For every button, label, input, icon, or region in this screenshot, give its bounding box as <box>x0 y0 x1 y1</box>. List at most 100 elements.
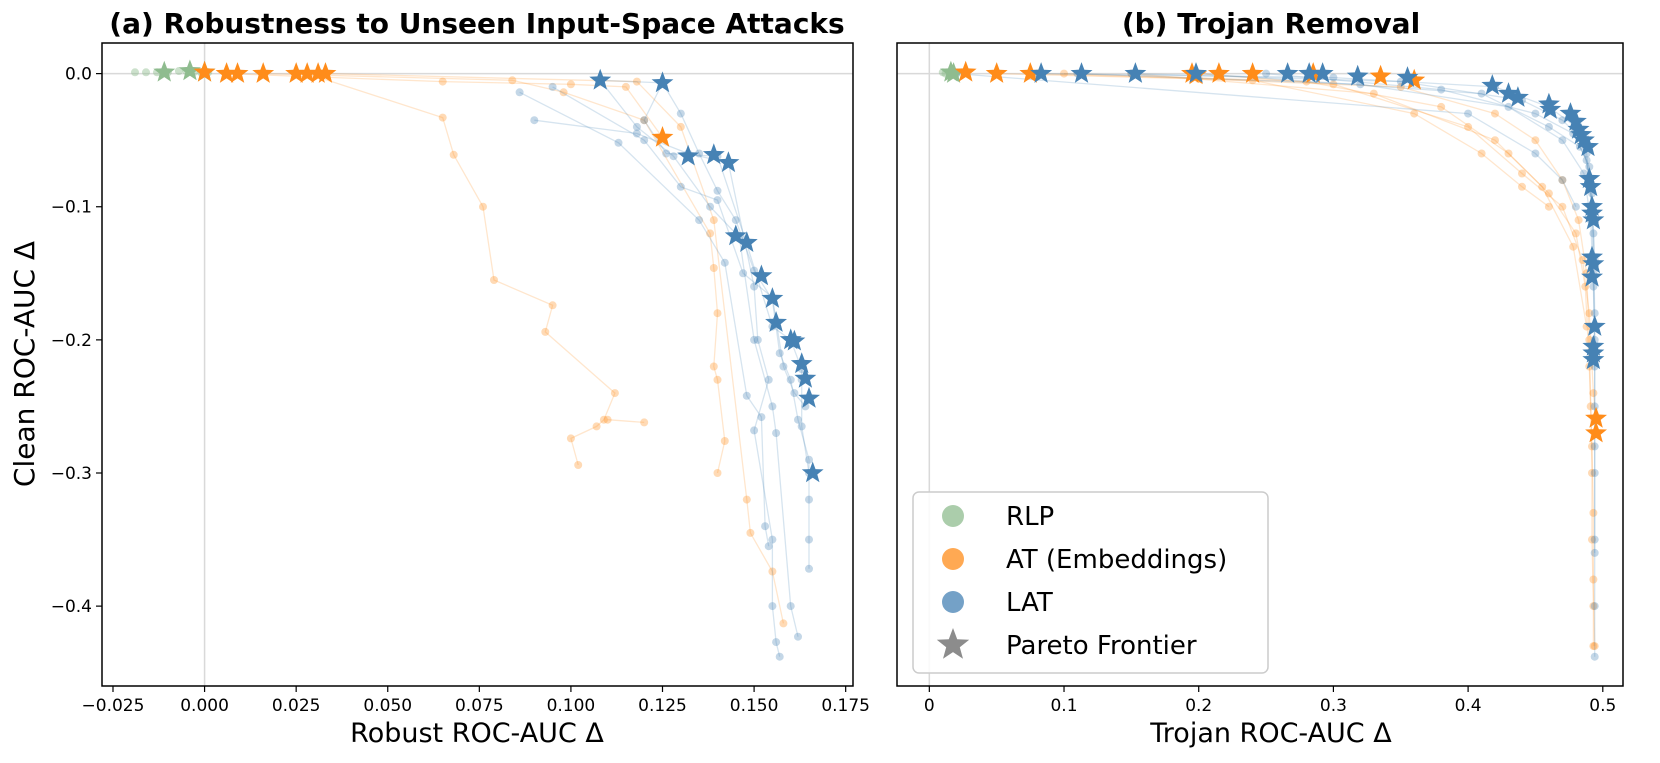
lat-point <box>750 335 759 344</box>
lat-pareto-star <box>1481 74 1504 95</box>
lat-pareto-star <box>724 224 747 246</box>
lat-point <box>640 116 649 125</box>
at-point <box>742 495 751 504</box>
at-pareto-star <box>954 60 977 82</box>
at-point <box>768 567 777 576</box>
at-point <box>1574 216 1583 225</box>
lat-point <box>662 149 671 158</box>
at-point <box>566 434 575 443</box>
at-pareto-star <box>215 62 238 83</box>
lat-pareto-star <box>1559 102 1582 123</box>
at-pareto-star <box>1403 68 1426 90</box>
legend-label-rlp: RLP <box>1006 502 1054 532</box>
lat-point <box>706 202 715 211</box>
at-point <box>1518 182 1526 191</box>
at-point <box>1437 102 1446 111</box>
lat-pareto-star <box>1346 64 1369 86</box>
x-tick-label: 0.5 <box>1589 696 1616 716</box>
legend-label-pareto: Pareto Frontier <box>1006 631 1197 661</box>
at-point <box>610 389 619 398</box>
at-trajectory-line <box>1063 72 1596 647</box>
x-tick-label: 0.3 <box>1320 696 1347 716</box>
lat-point <box>753 335 762 344</box>
at-trajectory-line <box>263 72 726 474</box>
panel-a: (a) Robustness to Unseen Input-Space Att… <box>8 7 870 749</box>
at-point <box>713 469 722 477</box>
lat-point <box>1589 229 1598 238</box>
lat-point <box>768 535 777 544</box>
at-pareto-star <box>285 62 308 83</box>
at-pareto-star <box>1241 62 1264 83</box>
lat-point <box>632 122 641 131</box>
lat-trajectory-line <box>552 86 806 407</box>
lat-point <box>1590 309 1599 318</box>
x-tick-label: 0.125 <box>638 696 687 716</box>
legend-marker-rlp <box>942 505 964 527</box>
at-point <box>1531 136 1540 145</box>
rlp-point <box>131 68 139 77</box>
rlp-pareto-star <box>942 62 965 83</box>
lat-point <box>764 542 773 551</box>
at-point <box>1464 122 1473 131</box>
at-point <box>779 619 788 628</box>
at-point <box>1491 109 1499 118</box>
rlp-point <box>174 67 183 75</box>
lat-pareto-star <box>1582 252 1605 274</box>
lat-pareto-star <box>1570 123 1593 145</box>
x-tick-label: 0.2 <box>1185 696 1212 716</box>
at-point <box>1477 149 1486 158</box>
lat-point <box>1531 109 1540 118</box>
lat-pareto-star <box>761 287 784 308</box>
lat-point <box>530 116 539 125</box>
lat-point <box>1504 102 1513 111</box>
lat-point <box>768 402 777 411</box>
x-tick-label: 0.100 <box>547 696 596 716</box>
lat-point <box>761 522 770 531</box>
at-trajectory-line <box>1131 72 1588 327</box>
at-point <box>592 422 601 431</box>
at-point <box>709 216 718 225</box>
panel-a-x-axis-label: Robust ROC-AUC Δ <box>350 718 604 749</box>
lat-point <box>1590 442 1599 451</box>
at-point <box>1571 229 1580 238</box>
lat-point <box>764 375 773 384</box>
lat-point <box>768 602 777 611</box>
panel-a-y-axis-label: Clean ROC-AUC Δ <box>8 241 41 487</box>
legend-marker-at <box>942 548 964 570</box>
lat-point <box>772 429 781 438</box>
lat-point <box>614 138 623 147</box>
lat-point <box>779 362 788 371</box>
lat-trajectory-line <box>956 72 1577 207</box>
y-tick-label: −0.2 <box>51 331 92 351</box>
lat-pareto-star <box>589 68 612 90</box>
lat-point <box>676 109 685 118</box>
legend-label-lat: LAT <box>1006 588 1053 618</box>
lat-pareto-star <box>717 151 740 173</box>
at-point <box>1544 189 1553 198</box>
lat-point <box>1558 136 1567 145</box>
x-tick-label: 0.150 <box>730 696 779 716</box>
lat-point <box>695 216 704 225</box>
x-tick-label: 0.4 <box>1455 696 1482 716</box>
lat-trajectory-line <box>643 82 810 474</box>
lat-point <box>750 426 759 435</box>
lat-point <box>775 652 784 661</box>
lat-pareto-star <box>735 231 758 252</box>
rlp-pareto-star <box>179 59 201 81</box>
lat-pareto-star <box>1579 175 1602 197</box>
at-point <box>548 301 557 310</box>
at-trajectory-line <box>996 72 1595 647</box>
at-point <box>1589 642 1598 651</box>
lat-point <box>1582 156 1591 165</box>
lat-point <box>695 149 704 158</box>
lat-pareto-star <box>794 367 817 388</box>
lat-pareto-star <box>765 311 787 332</box>
at-pareto-star <box>226 62 249 83</box>
at-trajectory-line <box>1198 72 1597 434</box>
lat-point <box>731 216 740 225</box>
lat-point <box>757 413 766 422</box>
lat-point <box>1477 89 1486 98</box>
at-pareto-star <box>252 62 275 83</box>
lat-point <box>515 88 524 97</box>
